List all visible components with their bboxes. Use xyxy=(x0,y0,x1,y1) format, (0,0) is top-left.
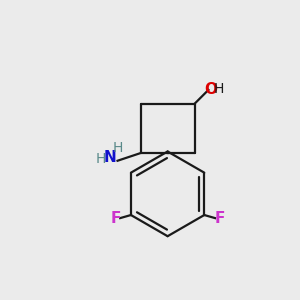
Text: F: F xyxy=(110,211,121,226)
Text: N: N xyxy=(103,150,116,165)
Text: H: H xyxy=(214,82,224,96)
Text: F: F xyxy=(214,211,225,226)
Text: H: H xyxy=(95,152,106,166)
Text: H: H xyxy=(112,141,123,155)
Text: O: O xyxy=(204,82,217,97)
